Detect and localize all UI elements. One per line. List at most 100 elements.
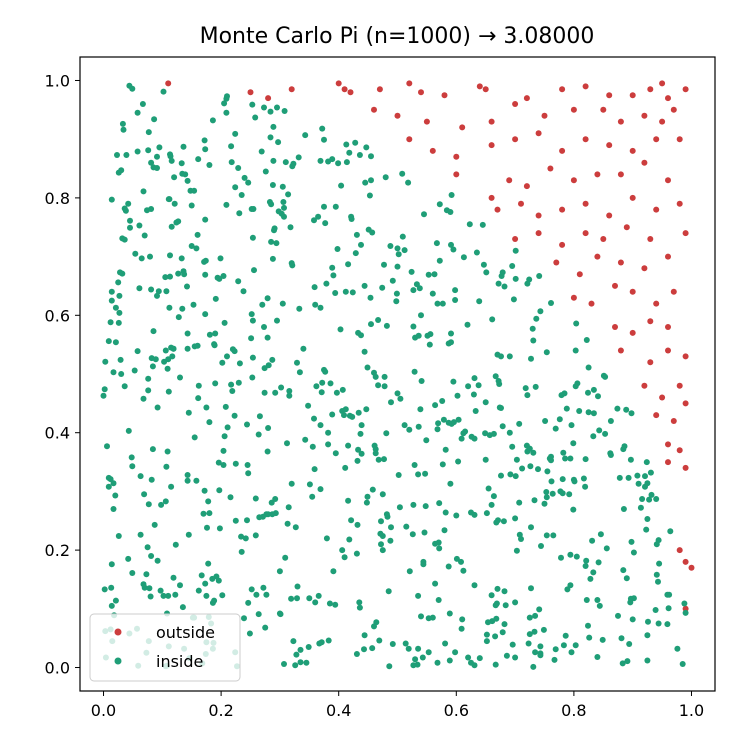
point-inside xyxy=(345,497,352,504)
point-inside xyxy=(300,345,307,352)
point-outside xyxy=(482,86,489,93)
point-inside xyxy=(425,271,432,278)
point-inside xyxy=(181,271,188,278)
point-inside xyxy=(216,487,223,494)
point-inside xyxy=(447,209,454,215)
point-outside xyxy=(535,230,542,237)
point-inside xyxy=(112,339,119,346)
point-inside xyxy=(458,435,465,442)
point-inside xyxy=(290,638,297,645)
point-inside xyxy=(132,250,139,257)
point-inside xyxy=(460,567,467,574)
point-inside xyxy=(329,264,336,271)
point-inside xyxy=(368,153,374,160)
point-inside xyxy=(415,592,422,599)
point-inside xyxy=(321,136,327,143)
point-inside xyxy=(115,533,122,539)
point-inside xyxy=(270,157,277,164)
point-inside xyxy=(184,472,191,478)
point-inside xyxy=(215,459,222,466)
point-inside xyxy=(652,607,659,613)
point-inside xyxy=(273,240,280,247)
point-inside xyxy=(465,383,472,390)
point-inside xyxy=(274,317,280,324)
point-outside xyxy=(653,412,660,419)
point-inside xyxy=(163,288,170,295)
point-inside xyxy=(573,553,580,560)
point-inside xyxy=(376,637,383,644)
point-outside xyxy=(629,147,636,154)
point-inside xyxy=(315,213,322,220)
point-inside xyxy=(232,130,239,137)
point-inside xyxy=(475,382,482,389)
point-inside xyxy=(644,657,651,664)
point-inside xyxy=(123,152,130,158)
point-inside xyxy=(272,496,279,502)
point-inside xyxy=(460,254,467,261)
point-inside xyxy=(116,309,123,316)
point-outside xyxy=(523,95,530,102)
point-inside xyxy=(275,139,282,146)
point-inside xyxy=(265,511,272,518)
point-inside xyxy=(231,412,238,419)
point-inside xyxy=(296,369,303,376)
point-inside xyxy=(500,518,507,525)
point-inside xyxy=(116,292,123,299)
point-inside xyxy=(170,574,177,581)
point-inside xyxy=(476,655,483,662)
point-inside xyxy=(590,569,597,576)
point-inside xyxy=(635,480,642,487)
point-inside xyxy=(369,486,376,493)
point-inside xyxy=(378,518,384,525)
point-inside xyxy=(321,203,327,210)
point-inside xyxy=(583,557,590,564)
point-inside xyxy=(112,492,119,499)
point-inside xyxy=(249,374,256,381)
point-inside xyxy=(496,404,503,411)
point-inside xyxy=(431,271,438,278)
point-inside xyxy=(114,152,120,158)
point-inside xyxy=(418,613,424,620)
point-inside xyxy=(220,447,227,454)
point-inside xyxy=(202,271,209,278)
point-inside xyxy=(630,549,637,556)
point-outside xyxy=(559,206,566,213)
point-inside xyxy=(528,585,534,592)
point-inside xyxy=(626,641,633,647)
point-inside xyxy=(483,638,490,645)
point-inside xyxy=(399,170,406,177)
point-inside xyxy=(229,346,236,353)
point-inside xyxy=(473,249,480,256)
point-inside xyxy=(377,530,384,537)
point-outside xyxy=(582,200,589,207)
point-inside xyxy=(568,649,575,656)
point-inside xyxy=(166,304,173,311)
point-inside xyxy=(423,437,430,444)
point-inside xyxy=(168,223,175,230)
point-inside xyxy=(120,126,127,133)
point-inside xyxy=(393,298,400,305)
point-outside xyxy=(588,300,595,307)
point-inside xyxy=(232,460,239,467)
point-inside xyxy=(595,559,602,566)
point-inside xyxy=(600,372,607,379)
point-inside xyxy=(115,279,122,286)
point-inside xyxy=(528,524,534,531)
point-inside xyxy=(325,441,332,448)
point-inside xyxy=(410,662,417,669)
point-inside xyxy=(485,619,491,626)
point-inside xyxy=(144,544,151,551)
point-inside xyxy=(596,427,603,434)
point-inside xyxy=(155,288,162,295)
point-inside xyxy=(269,255,276,262)
point-inside xyxy=(531,497,538,504)
point-inside xyxy=(450,378,457,385)
point-inside xyxy=(342,288,349,295)
point-inside xyxy=(358,450,365,457)
point-inside xyxy=(354,521,361,528)
point-inside xyxy=(594,597,601,603)
point-inside xyxy=(436,500,443,507)
point-inside xyxy=(184,283,190,290)
point-inside xyxy=(388,399,394,406)
point-inside xyxy=(472,408,479,414)
